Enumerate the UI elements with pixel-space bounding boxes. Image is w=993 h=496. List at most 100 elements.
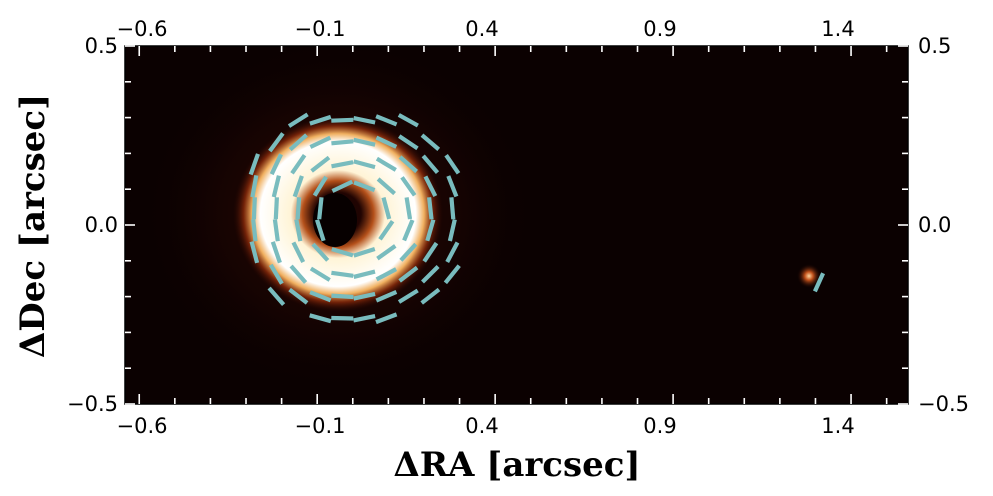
polarization-vector [402, 219, 415, 242]
polarization-vector [314, 219, 326, 242]
polarization-vector [404, 197, 413, 220]
polarization-vector [288, 133, 308, 152]
polarization-vector [317, 197, 324, 220]
polarization-vector [248, 153, 260, 176]
polarization-vector [273, 197, 279, 220]
y-tick-label-right: 0.0 [918, 213, 951, 237]
y-tick-label: −0.5 [67, 392, 118, 416]
x-tick-label-top: 1.4 [821, 17, 854, 41]
polarization-vector [446, 175, 459, 198]
polarization-vector [353, 314, 376, 323]
x-tick-label: 0.4 [465, 414, 498, 438]
polarization-vector [331, 293, 354, 300]
polarization-vector [397, 113, 419, 128]
polarization-vector [375, 135, 398, 149]
polarization-vector [427, 197, 434, 220]
polarization-vector [309, 135, 332, 149]
polarization-vector [375, 289, 398, 303]
polarization-vector [399, 242, 418, 262]
y-tick-label: 0.5 [85, 34, 118, 58]
polarization-vector [269, 153, 283, 176]
polarization-vector [421, 265, 440, 284]
polarization-vector [250, 175, 259, 198]
polarization-vector [271, 175, 281, 198]
polarization-vector [353, 291, 376, 301]
polarization-vector [331, 117, 354, 123]
polarization-vector [353, 137, 376, 147]
polarization-vector [381, 197, 392, 220]
polarization-vector [289, 264, 308, 284]
polarization-vector [444, 154, 461, 175]
polarization-vector [292, 175, 304, 198]
polarization-vector [272, 219, 280, 242]
polarization-vector [309, 266, 331, 282]
x-tick-labels-top: −0.6 −0.1 0.4 0.9 1.4 [117, 17, 855, 41]
plot-area [124, 45, 909, 405]
y-axis-title: ΔDec [arcsec] [13, 94, 53, 358]
tick-marks [125, 45, 908, 405]
polarization-vector [375, 114, 398, 127]
polarization-vector [294, 219, 303, 242]
y-tick-label-right: −0.5 [918, 392, 969, 416]
polarization-vector [353, 269, 376, 279]
polarization-vector [398, 134, 419, 151]
polarization-vector [423, 175, 438, 198]
polarization-vector [331, 179, 354, 193]
polarization-vector [309, 290, 332, 303]
polarization-vector [420, 287, 441, 305]
x-tick-label: 1.4 [821, 414, 854, 438]
polarization-vector [445, 241, 460, 263]
polarization-vector [398, 265, 419, 283]
x-tick-labels-bottom: −0.6 −0.1 0.4 0.9 1.4 [117, 414, 855, 438]
polarization-vector [447, 219, 457, 242]
polarization-vector [353, 246, 376, 258]
disk-cavity [313, 193, 357, 247]
polarization-vector [397, 288, 419, 304]
polarization-vector [376, 177, 396, 196]
x-tick-label-top: −0.1 [295, 17, 346, 41]
polarization-vector [251, 197, 257, 220]
polarization-vector [425, 219, 436, 242]
polarization-vector [312, 175, 328, 197]
polarization-vector [310, 155, 331, 173]
polarization-vector [288, 287, 309, 305]
polarization-vector [249, 241, 260, 264]
polarization-vector [398, 155, 418, 174]
polarization-vector [268, 263, 284, 285]
polarization-vector [375, 312, 398, 325]
y-tick-label-right: 0.5 [918, 34, 951, 58]
x-tick-label-top: −0.6 [117, 17, 168, 41]
polarization-vector [812, 272, 826, 293]
polarization-vector [353, 116, 376, 125]
polarization-vector [375, 267, 398, 282]
polarization-vector [378, 220, 395, 241]
x-tick-label: −0.6 [117, 414, 168, 438]
polarization-vector [422, 241, 439, 263]
polarization-vector [400, 176, 417, 197]
companion-source [797, 264, 821, 288]
polarization-vector [449, 197, 456, 220]
x-tick-label: −0.1 [295, 414, 346, 438]
polarization-vector [376, 244, 397, 261]
polarization-vector [291, 241, 306, 264]
polarization-vector [290, 154, 307, 175]
x-axis-title: ΔRA [arcsec] [393, 445, 640, 485]
polarization-vector [353, 180, 376, 193]
polarization-vector [375, 156, 397, 172]
polarization-vector [267, 286, 286, 306]
y-tick-labels-left: 0.5 0.0 −0.5 [67, 34, 118, 416]
polarization-vector [309, 114, 332, 126]
polarization-vector [268, 132, 285, 153]
y-tick-label: 0.0 [85, 213, 118, 237]
polarization-vector [287, 112, 309, 128]
x-tick-label-top: 0.9 [643, 17, 676, 41]
polarization-vector [331, 270, 354, 278]
polarization-vector [353, 159, 376, 170]
polarization-vector [311, 242, 330, 262]
polarization-vector [251, 219, 258, 242]
polarization-vector [270, 241, 282, 264]
polarization-vector [331, 247, 354, 258]
polarization-vector [421, 154, 440, 174]
polarization-vector [295, 197, 302, 220]
